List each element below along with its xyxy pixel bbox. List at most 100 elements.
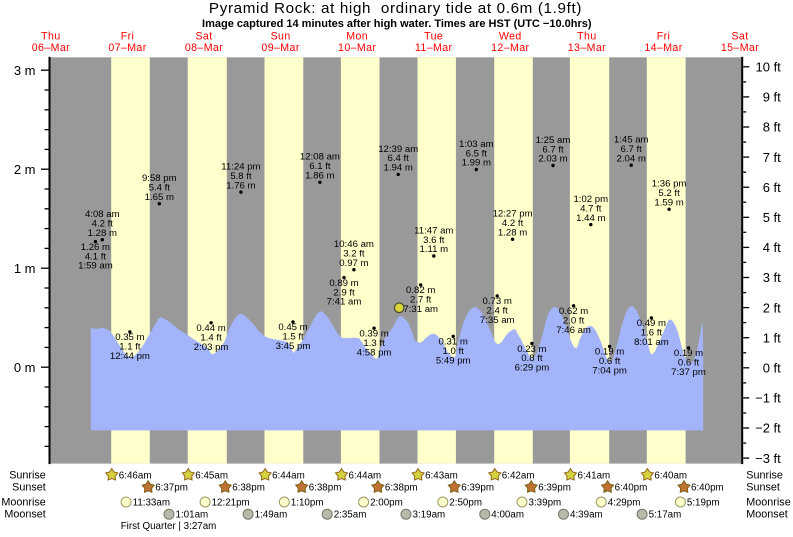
svg-text:5.8 ft: 5.8 ft [230, 171, 252, 182]
svg-text:5:49 pm: 5:49 pm [436, 355, 471, 366]
svg-text:0.19 m: 0.19 m [595, 347, 624, 358]
svg-text:1:02 pm: 1:02 pm [573, 194, 608, 205]
svg-text:1.26 m: 1.26 m [81, 242, 110, 253]
svg-text:0.62 m: 0.62 m [559, 306, 588, 317]
svg-text:6:44am: 6:44am [349, 470, 382, 481]
svg-text:10–Mar: 10–Mar [338, 42, 376, 54]
svg-text:6:43am: 6:43am [425, 470, 458, 481]
svg-text:4:58 pm: 4:58 pm [357, 347, 392, 358]
svg-text:−1 ft: −1 ft [755, 391, 781, 406]
svg-text:5:19pm: 5:19pm [687, 497, 720, 508]
svg-text:Sun: Sun [271, 30, 291, 42]
svg-text:1.28 m: 1.28 m [498, 228, 527, 239]
svg-text:Moonrise: Moonrise [1, 496, 45, 508]
svg-text:1.1 ft: 1.1 ft [119, 342, 141, 353]
svg-text:−3 ft: −3 ft [755, 451, 781, 466]
svg-text:0.89 m: 0.89 m [329, 278, 358, 289]
svg-text:07–Mar: 07–Mar [108, 42, 146, 54]
svg-text:3 m: 3 m [14, 63, 36, 78]
svg-text:Fri: Fri [121, 30, 135, 42]
svg-text:12:21pm: 12:21pm [212, 497, 250, 508]
svg-text:08–Mar: 08–Mar [185, 42, 223, 54]
svg-text:12:27 pm: 12:27 pm [493, 209, 533, 220]
svg-text:Moonrise: Moonrise [746, 496, 790, 508]
svg-text:6:42am: 6:42am [502, 470, 535, 481]
svg-text:Wed: Wed [499, 30, 522, 42]
svg-text:5:17am: 5:17am [649, 510, 682, 521]
svg-text:Thu: Thu [577, 30, 596, 42]
svg-text:4:00am: 4:00am [491, 510, 524, 521]
svg-text:6.7 ft: 6.7 ft [542, 144, 564, 155]
svg-text:2:35am: 2:35am [334, 510, 367, 521]
svg-text:0.8 ft: 0.8 ft [521, 353, 543, 364]
svg-text:3:19am: 3:19am [413, 510, 446, 521]
svg-text:Sunset: Sunset [746, 482, 780, 494]
svg-text:6:39pm: 6:39pm [461, 483, 494, 494]
svg-text:1.5 ft: 1.5 ft [282, 332, 304, 343]
svg-text:2.9 ft: 2.9 ft [333, 287, 355, 298]
svg-text:9:58 pm: 9:58 pm [142, 173, 177, 184]
svg-text:11:33am: 11:33am [133, 497, 170, 508]
svg-text:Sat: Sat [731, 30, 748, 42]
svg-text:1:59 am: 1:59 am [78, 261, 113, 272]
svg-text:9 ft: 9 ft [763, 90, 781, 105]
svg-text:5.4 ft: 5.4 ft [149, 183, 171, 194]
svg-text:7:37 pm: 7:37 pm [671, 367, 706, 378]
svg-text:Image captured 14 minutes afte: Image captured 14 minutes after high wat… [202, 18, 592, 30]
svg-text:2:03 pm: 2:03 pm [194, 342, 229, 353]
svg-text:1.94 m: 1.94 m [384, 163, 413, 174]
svg-text:6:37pm: 6:37pm [155, 483, 188, 494]
svg-text:4:39am: 4:39am [570, 510, 603, 521]
svg-text:6:44am: 6:44am [272, 470, 305, 481]
svg-text:0 ft: 0 ft [763, 361, 781, 376]
svg-text:12:44 pm: 12:44 pm [110, 351, 150, 362]
svg-text:2 m: 2 m [14, 162, 36, 177]
svg-text:1.6 ft: 1.6 ft [641, 328, 663, 339]
svg-text:1.59 m: 1.59 m [654, 198, 683, 209]
svg-text:4:08 am: 4:08 am [85, 209, 120, 220]
svg-text:11–Mar: 11–Mar [415, 42, 453, 54]
svg-text:−2 ft: −2 ft [755, 421, 781, 436]
svg-text:0.39 m: 0.39 m [359, 329, 388, 340]
svg-text:1:25 am: 1:25 am [536, 135, 571, 146]
svg-text:14–Mar: 14–Mar [644, 42, 682, 54]
svg-text:11:47 am: 11:47 am [414, 225, 453, 236]
svg-text:6:38pm: 6:38pm [309, 483, 342, 494]
svg-text:First Quarter | 3:27am: First Quarter | 3:27am [121, 521, 217, 532]
svg-text:0.23 m: 0.23 m [517, 344, 546, 355]
svg-text:4.7 ft: 4.7 ft [580, 203, 602, 214]
svg-text:1:36 pm: 1:36 pm [652, 179, 687, 190]
svg-text:3.6 ft: 3.6 ft [423, 235, 445, 246]
svg-text:1.0 ft: 1.0 ft [443, 346, 465, 357]
svg-text:Sunset: Sunset [12, 482, 46, 494]
svg-text:6:40am: 6:40am [654, 470, 687, 481]
svg-text:2.4 ft: 2.4 ft [487, 306, 509, 317]
svg-text:1.65 m: 1.65 m [145, 192, 174, 203]
svg-text:0 m: 0 m [14, 360, 36, 375]
svg-text:0.45 m: 0.45 m [278, 322, 307, 333]
svg-text:15–Mar: 15–Mar [721, 42, 759, 54]
svg-text:06–Mar: 06–Mar [32, 42, 70, 54]
svg-text:6:29 pm: 6:29 pm [515, 363, 550, 374]
svg-text:1:10pm: 1:10pm [291, 497, 324, 508]
svg-text:1.4 ft: 1.4 ft [200, 333, 222, 344]
svg-text:0.97 m: 0.97 m [339, 258, 368, 269]
svg-text:0.73 m: 0.73 m [483, 296, 512, 307]
svg-text:09–Mar: 09–Mar [261, 42, 299, 54]
svg-text:2:50pm: 2:50pm [449, 497, 482, 508]
svg-text:8:01 am: 8:01 am [634, 337, 669, 348]
svg-text:7 ft: 7 ft [763, 150, 781, 165]
svg-text:7:35 am: 7:35 am [480, 315, 515, 326]
svg-text:13–Mar: 13–Mar [568, 42, 606, 54]
svg-text:5 ft: 5 ft [763, 210, 781, 225]
svg-text:1.76 m: 1.76 m [226, 180, 255, 191]
svg-text:0.31 m: 0.31 m [439, 337, 468, 348]
svg-text:6.1 ft: 6.1 ft [309, 161, 331, 172]
svg-text:12–Mar: 12–Mar [491, 42, 529, 54]
svg-text:1:03 am: 1:03 am [459, 139, 494, 150]
svg-text:0.19 m: 0.19 m [674, 348, 703, 359]
svg-text:0.6 ft: 0.6 ft [678, 358, 700, 369]
svg-text:5.2 ft: 5.2 ft [658, 188, 680, 199]
svg-text:1:01am: 1:01am [176, 510, 209, 521]
svg-text:6.5 ft: 6.5 ft [466, 148, 488, 159]
